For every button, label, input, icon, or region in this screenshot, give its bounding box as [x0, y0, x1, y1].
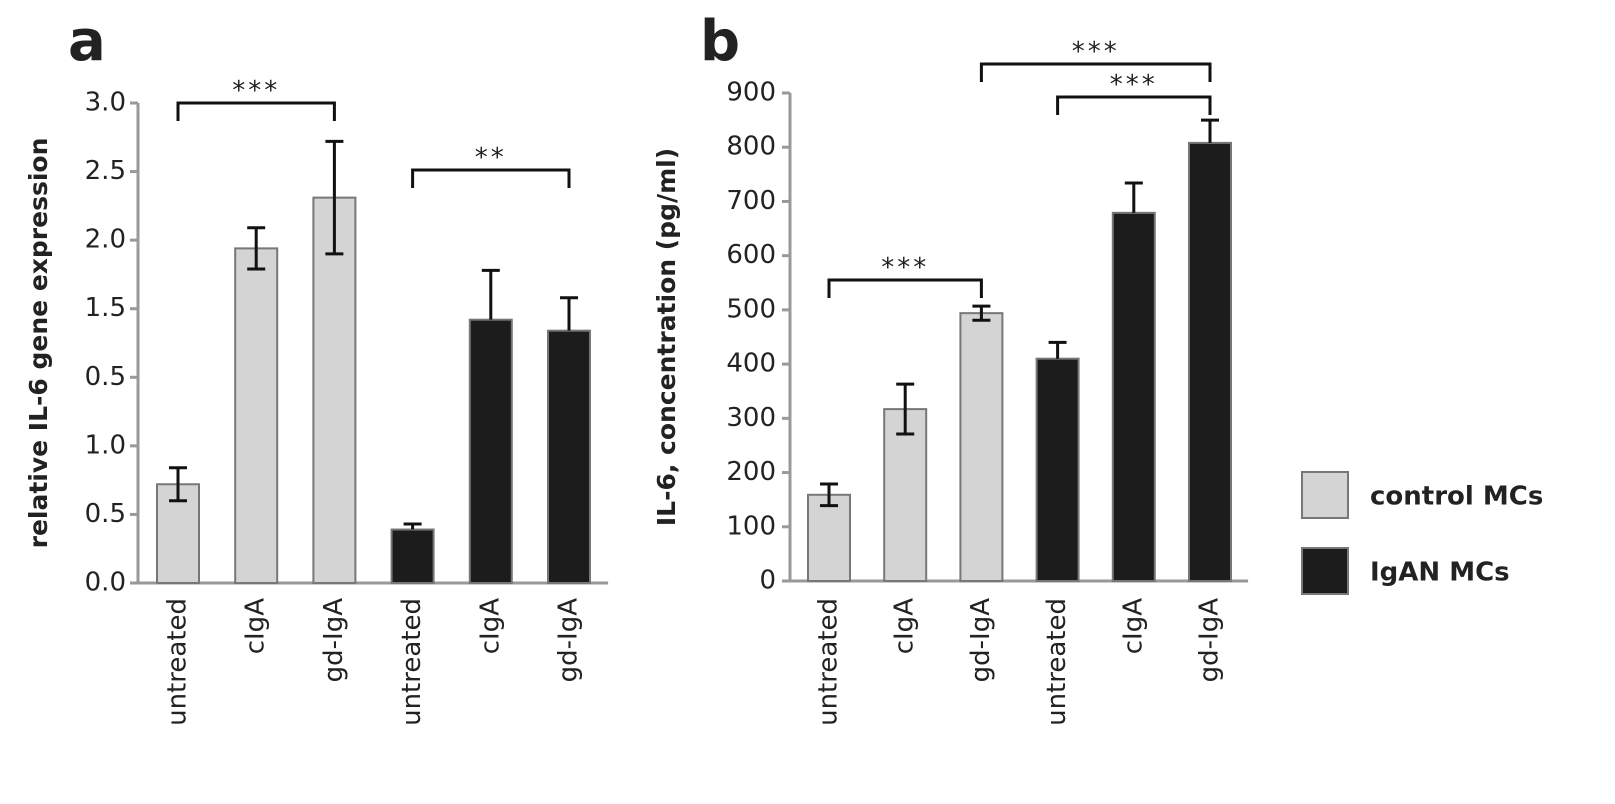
x-tick-label: untreated — [163, 598, 193, 726]
error-bar-lower — [896, 409, 915, 436]
y-tick-label: 1.5 — [85, 293, 126, 323]
y-axis-label: relative IL-6 gene expression — [24, 138, 53, 549]
y-tick-label: 600 — [726, 240, 776, 270]
y-tick-label: 2.0 — [85, 225, 126, 255]
error-bar-lower — [820, 494, 838, 508]
bar — [547, 329, 591, 584]
error-bar — [325, 139, 344, 198]
x-tick-label: cIgA — [1118, 598, 1148, 654]
legend-swatch — [1301, 471, 1349, 519]
significance-label: *** — [881, 253, 929, 283]
legend-swatch — [1301, 547, 1349, 595]
bar — [312, 196, 357, 584]
error-bar — [896, 382, 915, 410]
x-tick-label: untreated — [397, 598, 427, 726]
bar — [883, 408, 928, 583]
error-bar — [403, 522, 422, 530]
bar — [1188, 141, 1232, 583]
y-tick-label: 200 — [726, 457, 776, 487]
error-bar — [1048, 340, 1067, 359]
y-tick-label: 2.5 — [85, 156, 126, 186]
y-tick-label: 0.5 — [85, 362, 126, 392]
panel-title: b — [700, 9, 740, 74]
significance-bracket — [411, 168, 571, 188]
y-tick-label: 0 — [759, 566, 776, 596]
significance-label: ** — [475, 143, 507, 173]
x-tick-label: gd-IgA — [554, 598, 584, 683]
y-tick-label: 500 — [726, 294, 776, 324]
bar — [234, 247, 279, 584]
bar — [390, 528, 435, 584]
significance-bracket — [979, 62, 1212, 82]
significance-label: *** — [232, 76, 280, 106]
y-tick-label: 900 — [726, 78, 776, 108]
error-bar-lower — [169, 484, 187, 503]
significance-bracket — [176, 101, 336, 121]
significance-bracket — [1056, 95, 1212, 115]
bar — [959, 312, 1004, 582]
y-tick-label: 700 — [726, 186, 776, 216]
error-bar — [972, 304, 991, 314]
x-tick-label: cIgA — [890, 598, 920, 654]
x-tick-label: gd-IgA — [319, 598, 349, 683]
y-tick-label: 800 — [726, 132, 776, 162]
bar — [1035, 357, 1080, 583]
y-tick-label: 100 — [726, 511, 776, 541]
error-bar — [560, 296, 578, 331]
y-axis-label: IL-6, concentration (pg/ml) — [652, 148, 681, 526]
x-tick-label: cIgA — [241, 598, 271, 654]
error-bar-lower — [247, 248, 266, 271]
bar — [1111, 211, 1156, 582]
error-bar-lower — [972, 313, 991, 322]
y-tick-label: 300 — [726, 403, 776, 433]
y-tick-label: 1.0 — [85, 430, 126, 460]
x-tick-label: cIgA — [475, 598, 505, 654]
error-bar — [820, 482, 838, 495]
error-bar-lower — [325, 197, 344, 256]
y-tick-label: 400 — [726, 349, 776, 379]
legend-label: IgAN MCs — [1370, 558, 1510, 588]
significance-label: *** — [1110, 70, 1158, 100]
y-tick-label: 0.5 — [85, 499, 126, 529]
x-tick-label: gd-IgA — [966, 598, 996, 683]
error-bar — [169, 466, 187, 485]
error-bar — [1201, 118, 1219, 143]
x-tick-label: gd-IgA — [1195, 598, 1225, 683]
y-tick-label: 0.0 — [85, 568, 126, 598]
significance-label: *** — [1072, 37, 1120, 67]
error-bar — [481, 268, 500, 320]
bar — [807, 493, 851, 582]
y-tick-label: 3.0 — [85, 88, 126, 118]
error-bar — [1124, 181, 1143, 213]
x-tick-label: untreated — [814, 598, 844, 726]
panel-title: a — [68, 9, 106, 74]
legend-label: control MCs — [1370, 482, 1543, 512]
x-tick-label: untreated — [1042, 598, 1072, 726]
significance-bracket — [827, 278, 983, 298]
error-bar — [247, 226, 266, 249]
